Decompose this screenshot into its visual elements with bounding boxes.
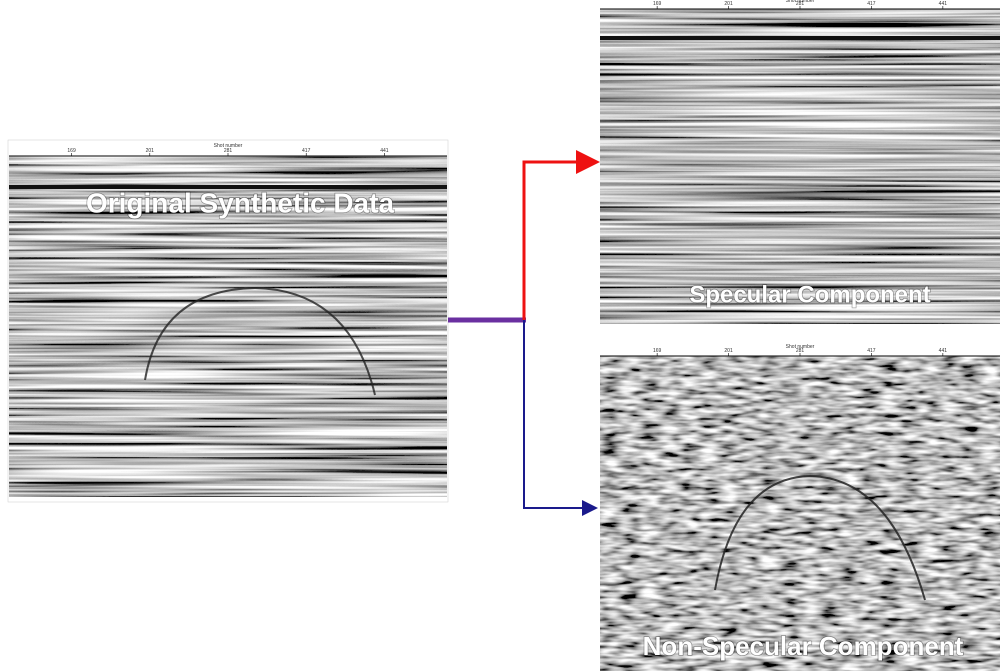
panel-label: Specular Component: [689, 281, 930, 308]
seismic-image: [600, 356, 1000, 671]
seismic-image: [600, 9, 1000, 324]
specular-panel: Specular Component: [600, 0, 1000, 326]
tick-label: 201: [146, 148, 155, 154]
tick-label: 441: [939, 348, 948, 354]
tick-label: 441: [939, 1, 948, 7]
tick-label: 201: [724, 1, 733, 7]
tick-label: 281: [796, 348, 805, 354]
tick-label: 169: [653, 1, 662, 7]
tick-label: 417: [867, 348, 876, 354]
panel-label: Non-Specular Component: [643, 631, 964, 661]
arrow-non-specular: [524, 320, 594, 508]
tick-label: 169: [653, 348, 662, 354]
tick-label: 417: [867, 1, 876, 7]
tick-label: 281: [796, 1, 805, 7]
tick-label: 281: [224, 148, 233, 154]
panel-label: Original Synthetic Data: [86, 187, 394, 218]
tick-label: 201: [724, 348, 733, 354]
tick-label: 441: [380, 148, 389, 154]
reflector: [600, 36, 1000, 40]
tick-label: 169: [67, 148, 76, 154]
diagram: Original Synthetic Data Specular Compone…: [0, 0, 1000, 671]
tick-label: 417: [302, 148, 311, 154]
original-panel: Original Synthetic Data: [8, 140, 448, 502]
non-specular-panel: Non-Specular Component: [600, 342, 1000, 671]
arrow-specular: [524, 162, 594, 320]
